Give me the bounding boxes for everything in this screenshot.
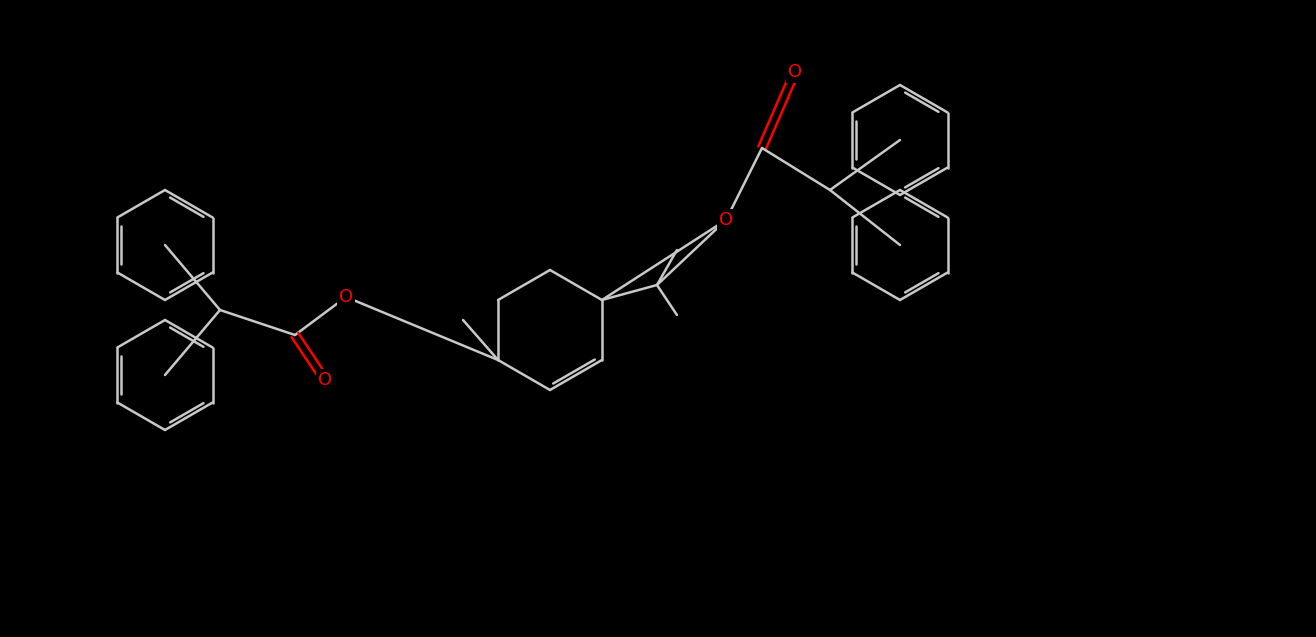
Text: O: O <box>719 211 733 229</box>
Text: O: O <box>788 63 801 81</box>
Text: O: O <box>318 371 332 389</box>
Text: O: O <box>340 288 353 306</box>
